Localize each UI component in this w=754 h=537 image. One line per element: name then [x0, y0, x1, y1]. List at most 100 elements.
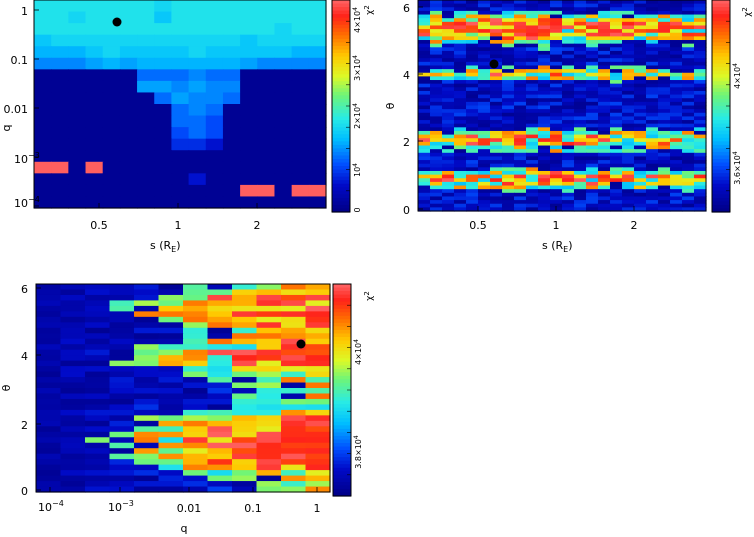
heatmap-cell [281, 355, 307, 362]
heatmap-cell [158, 349, 184, 356]
y-axis-label: q [0, 125, 13, 132]
heatmap-cell [694, 47, 707, 52]
heatmap-cell [478, 72, 491, 77]
y-axis-label: θ [0, 384, 13, 391]
heatmap-cell [137, 104, 155, 117]
heatmap-cell [526, 174, 539, 179]
heatmap-cell [85, 196, 104, 209]
heatmap-cell [694, 207, 707, 212]
heatmap-cell [514, 32, 527, 37]
heatmap-cell [418, 145, 431, 150]
heatmap-cell [418, 76, 431, 81]
heatmap-cell [109, 393, 135, 400]
heatmap-cell [502, 101, 515, 107]
heatmap-cell [466, 101, 479, 107]
heatmap-cell [232, 453, 258, 460]
heatmap-cell [60, 355, 86, 362]
heatmap-cell [274, 92, 293, 105]
heatmap-cell [526, 123, 539, 128]
heatmap-cell [550, 18, 563, 23]
heatmap-cell [256, 420, 282, 427]
heatmap-cell [670, 181, 683, 187]
heatmap-cell [550, 14, 563, 19]
heatmap-cell [442, 141, 455, 147]
heatmap-cell [281, 294, 307, 302]
heatmap-cell [514, 109, 527, 114]
heatmap-cell [694, 69, 707, 74]
heatmap-cell [490, 94, 503, 99]
heatmap-cell [562, 98, 575, 103]
heatmap-cell [222, 46, 241, 59]
heatmap-cell [207, 355, 233, 362]
heatmap-cell [622, 98, 635, 103]
heatmap-cell [550, 116, 563, 121]
heatmap-cell [622, 18, 635, 23]
heatmap-cell [550, 141, 563, 147]
heatmap-cell [466, 196, 479, 201]
heatmap-cell [502, 36, 515, 41]
x-tick-marks [49, 487, 318, 492]
heatmap-cell [478, 149, 491, 154]
heatmap-cell [256, 409, 282, 416]
heatmap-cell [60, 431, 86, 438]
colorbar-segment [332, 28, 350, 33]
heatmap-cell [478, 163, 491, 168]
heatmap-cell [646, 21, 659, 27]
heatmap-cell [658, 145, 671, 150]
heatmap-cell [550, 3, 563, 8]
colorbar-frame [331, 0, 351, 213]
heatmap-cell [514, 123, 527, 128]
heatmap-cell [291, 46, 310, 59]
heatmap-cell [694, 7, 707, 12]
heatmap-cell [68, 69, 87, 82]
heatmap-cell [207, 311, 233, 318]
heatmap-cell [574, 174, 587, 179]
heatmap-cell [454, 189, 467, 194]
heatmap-cell [281, 437, 307, 444]
heatmap-cell [478, 127, 491, 132]
heatmap-cell [538, 200, 551, 205]
heatmap-cell [574, 189, 587, 194]
colorbar-segment [333, 425, 351, 430]
heatmap-cell [281, 388, 307, 395]
heatmap-cell [478, 200, 491, 205]
heatmap-cell [634, 40, 647, 45]
heatmap-cell [538, 58, 551, 63]
heatmap-cell [85, 57, 104, 70]
heatmap-cell [36, 470, 62, 477]
heatmap-cell [418, 10, 431, 16]
heatmap-cell [68, 115, 87, 128]
heatmap-cell [430, 87, 443, 92]
heatmap-cell [51, 184, 69, 198]
heatmap-cell [550, 94, 563, 99]
y-tick-label: 2 [21, 419, 28, 432]
heatmap-cell [502, 65, 515, 70]
heatmap-cell [36, 404, 62, 411]
heatmap-cell [538, 134, 551, 139]
heatmap-cell [622, 116, 635, 121]
colorbar-segment [712, 204, 730, 210]
colorbar-segment [332, 53, 350, 58]
heatmap-cell [85, 388, 111, 395]
heatmap-cell [550, 87, 563, 92]
heatmap-cell [694, 18, 707, 23]
y-tick-label: 0 [403, 204, 410, 217]
heatmap-cell [430, 181, 443, 187]
colorbar-segment [712, 14, 730, 19]
heatmap-cell [478, 109, 491, 114]
heatmap-cell [430, 149, 443, 154]
heatmap-cell [658, 163, 671, 168]
heatmap-cell [670, 54, 683, 59]
heatmap-cell [454, 196, 467, 201]
heatmap-cell [134, 448, 160, 455]
heatmap-cell [442, 163, 455, 168]
heatmap-cell [646, 138, 659, 143]
heatmap-cell [454, 200, 467, 205]
heatmap-cell [137, 127, 155, 140]
heatmap-cell [658, 105, 671, 110]
heatmap-cell [574, 65, 587, 70]
heatmap-cell [526, 90, 539, 96]
heatmap-cell [562, 134, 575, 139]
heatmap-cell [634, 163, 647, 168]
heatmap-cell [158, 316, 184, 323]
